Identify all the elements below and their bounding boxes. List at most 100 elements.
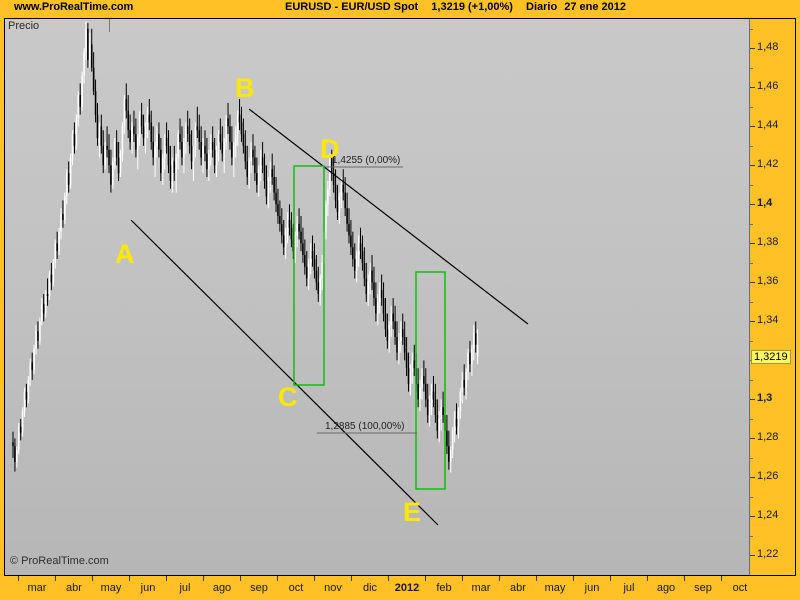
candle-body: [185, 126, 187, 142]
candle-body: [361, 251, 364, 263]
price-tick-label: 1,26: [757, 470, 779, 482]
price-tick: [750, 555, 755, 556]
candle-body: [465, 372, 467, 388]
candle-body: [73, 134, 76, 146]
candle-body: [123, 98, 126, 127]
candle-body: [348, 223, 350, 236]
candle-body: [119, 153, 122, 174]
price-plot-area[interactable]: Precio A B C D E 1,4255 (0,00%) 1,2885 (100,00…: [5, 19, 749, 575]
timeframe-label: Diario: [526, 1, 558, 13]
candle-body: [202, 145, 204, 158]
candle-body: [16, 450, 18, 462]
candle-body: [405, 352, 408, 369]
price-tick-label: 1,24: [757, 509, 779, 521]
candle-body: [403, 336, 406, 353]
candle-body: [413, 360, 416, 369]
candle-body: [325, 204, 327, 232]
candle-body: [275, 192, 277, 205]
time-tick: [240, 576, 241, 581]
time-axis[interactable]: mar abr may jun jul ago sep oct nov dic 2012 feb mar…: [4, 576, 796, 600]
candle-body: [315, 270, 318, 283]
candle-body: [398, 340, 400, 353]
candle-body: [41, 303, 43, 322]
price-tick-minor: [750, 29, 753, 30]
time-tick: [721, 576, 722, 581]
wave-label-a[interactable]: A: [115, 239, 135, 269]
candle-body: [227, 118, 229, 127]
candle-body: [69, 157, 72, 185]
time-tick-label: jun: [140, 582, 156, 594]
time-tick: [166, 576, 167, 581]
candle-body: [355, 255, 358, 271]
time-tick-label: mar: [27, 582, 47, 594]
candle-body: [332, 173, 335, 185]
price-tick-minor: [750, 458, 753, 459]
time-tick: [647, 576, 648, 581]
candle-body: [125, 98, 128, 111]
candle-body: [296, 223, 298, 236]
candle-body: [138, 114, 141, 138]
price-tick-minor: [750, 302, 753, 303]
price-tick: [750, 243, 755, 244]
candle-body: [75, 118, 78, 146]
wave-label-b[interactable]: B: [235, 73, 255, 103]
candle-body: [261, 157, 264, 166]
candle-body: [461, 379, 464, 392]
candle-body: [421, 376, 423, 388]
candle-body: [373, 282, 375, 298]
candle-body: [213, 149, 216, 166]
candle-body: [96, 114, 99, 138]
candle-body: [365, 278, 368, 295]
candle-body: [250, 149, 252, 162]
candle-body: [375, 297, 377, 314]
candle-body: [206, 153, 208, 170]
candle-body: [244, 145, 247, 162]
price-tick: [750, 399, 755, 400]
candle-body: [434, 399, 437, 416]
chart-frame[interactable]: Precio A B C D E 1,4255 (0,00%) 1,2885 (100,00…: [4, 18, 796, 576]
price-axis[interactable]: 1,48 1,46 1,44 1,42 1,4 1,38 1,36 1,34 1,3 1,28 1,…: [749, 19, 795, 575]
wave-label-e[interactable]: E: [403, 497, 422, 527]
candle-body: [186, 126, 189, 135]
candle-body: [211, 141, 214, 150]
candle-body: [39, 321, 41, 341]
candle-body: [409, 372, 412, 384]
candle-body: [476, 344, 479, 357]
candle-body: [474, 333, 477, 345]
candle-body: [183, 141, 185, 158]
candle-body: [133, 126, 135, 135]
candle-body: [161, 157, 164, 174]
candle-body: [423, 376, 425, 384]
candle-body: [17, 426, 20, 451]
candle-body: [209, 141, 212, 154]
time-tick: [18, 576, 19, 581]
candle-body: [336, 200, 339, 213]
candle-body: [25, 391, 28, 400]
time-tick: [314, 576, 315, 581]
candle-body: [158, 134, 160, 150]
price-tick: [750, 477, 755, 478]
current-price-tag[interactable]: 1,3219: [751, 350, 791, 364]
candle-body: [135, 134, 137, 150]
candle-body: [394, 321, 396, 337]
copyright-label: © ProRealTime.com: [10, 555, 109, 567]
candle-body: [204, 145, 206, 154]
candle-body: [455, 418, 458, 427]
candle-body: [31, 362, 33, 371]
candle-body: [23, 391, 26, 412]
price-tick-label: 1,44: [757, 119, 779, 131]
time-tick-label: jul: [623, 582, 635, 594]
candle-body: [300, 231, 302, 244]
candle-body: [319, 278, 321, 295]
candle-body: [27, 379, 30, 400]
candle-body: [309, 251, 312, 263]
wave-label-c[interactable]: C: [278, 382, 298, 412]
candle-body: [81, 75, 83, 107]
time-tick-label: jun: [584, 582, 600, 594]
time-tick-label: sep: [250, 582, 268, 594]
candle-body: [79, 95, 81, 107]
time-tick: [499, 576, 500, 581]
candle-body: [173, 161, 176, 174]
candle-body: [37, 331, 39, 341]
